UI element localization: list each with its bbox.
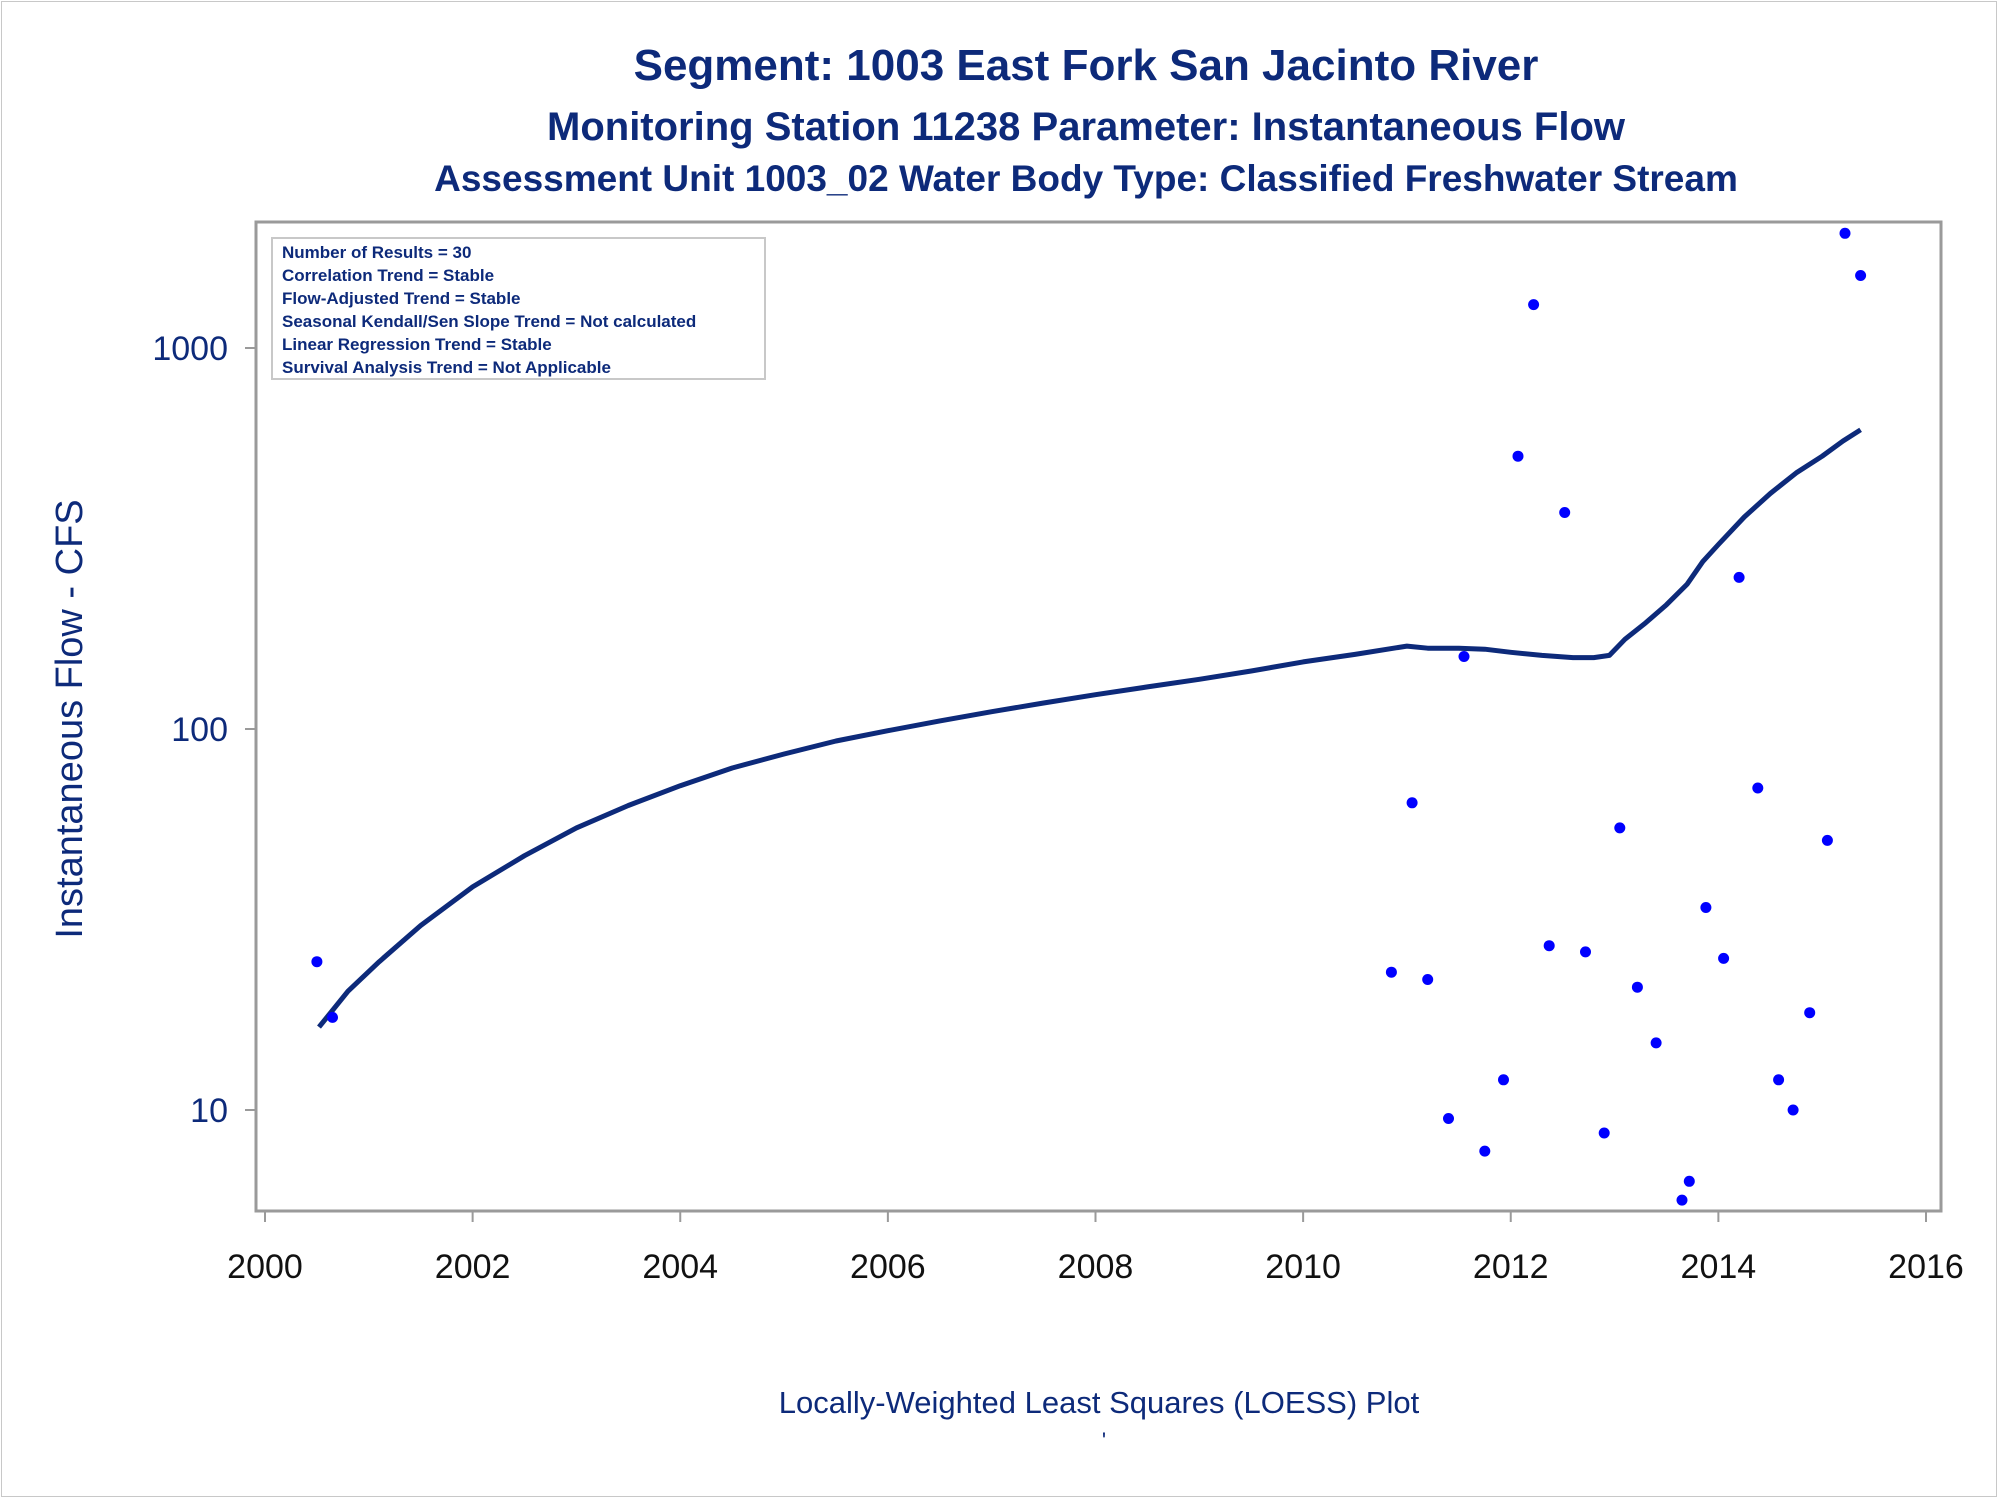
x-tick-label: 2004 — [642, 1248, 718, 1286]
stats-line-results: Number of Results = 30 — [282, 243, 471, 262]
stats-line-seasonal-kendall: Seasonal Kendall/Sen Slope Trend = Not c… — [282, 312, 696, 331]
data-point — [1512, 450, 1524, 462]
data-point — [1614, 822, 1626, 834]
footnote-mark: ' — [1102, 1428, 1106, 1453]
data-point — [1773, 1074, 1785, 1086]
x-tick-label: 2010 — [1265, 1248, 1341, 1286]
data-point — [1598, 1127, 1610, 1139]
stats-line-survival: Survival Analysis Trend = Not Applicable — [282, 358, 611, 377]
stats-line-correlation: Correlation Trend = Stable — [282, 266, 494, 285]
chart-title-line1: Segment: 1003 East Fork San Jacinto Rive… — [634, 41, 1539, 90]
x-tick-label: 2012 — [1473, 1248, 1549, 1286]
y-axis: 10 100 1000 — [152, 330, 256, 1130]
data-point — [1752, 782, 1764, 794]
y-tick-label: 100 — [171, 711, 228, 749]
data-point — [1676, 1194, 1688, 1206]
x-tick-label: 2002 — [435, 1248, 511, 1286]
data-point — [1631, 981, 1643, 993]
data-point — [1559, 507, 1571, 518]
data-point — [1443, 1113, 1454, 1124]
data-point — [1422, 974, 1434, 985]
data-point — [311, 956, 323, 968]
data-point — [327, 1011, 338, 1023]
x-tick-label: 2006 — [850, 1248, 926, 1286]
stats-box: Number of Results = 30 Correlation Trend… — [271, 237, 766, 380]
data-point — [1700, 902, 1712, 913]
chart-title-line2: Monitoring Station 11238 Parameter: Inst… — [547, 105, 1626, 149]
x-tick-label: 2014 — [1681, 1248, 1757, 1286]
stats-box-border — [271, 237, 766, 380]
plot-area — [254, 220, 1943, 1213]
data-point — [1839, 227, 1851, 239]
data-point — [1804, 1007, 1816, 1019]
chart-marks — [311, 227, 1867, 1206]
y-axis-label: Instantaneous Flow - CFS — [49, 499, 91, 938]
data-point — [1787, 1104, 1799, 1116]
data-point — [1718, 952, 1730, 964]
x-axis: 2000 2002 2004 2006 2008 2010 2012 2014 2016 — [227, 1211, 1964, 1286]
data-point — [1733, 571, 1745, 583]
data-point — [1498, 1074, 1509, 1086]
data-point — [1821, 834, 1833, 846]
x-tick-label: 2000 — [227, 1248, 303, 1286]
data-point — [1580, 946, 1591, 958]
data-point — [1385, 966, 1397, 978]
data-point — [1650, 1037, 1662, 1049]
data-point — [1406, 797, 1418, 809]
chart-title-line3: Assessment Unit 1003_02 Water Body Type:… — [434, 158, 1738, 199]
data-point — [1855, 270, 1867, 281]
data-point — [1543, 940, 1555, 952]
data-point — [1458, 651, 1470, 662]
footnote: Locally-Weighted Least Squares (LOESS) P… — [779, 1385, 1420, 1420]
data-point — [1683, 1175, 1695, 1187]
y-tick-label: 10 — [190, 1092, 228, 1130]
stats-line-linear-regression: Linear Regression Trend = Stable — [282, 335, 552, 354]
data-point — [1528, 299, 1540, 311]
y-tick-label: 1000 — [152, 330, 228, 368]
x-tick-label: 2016 — [1888, 1248, 1964, 1286]
data-point — [1479, 1145, 1491, 1157]
x-tick-label: 2008 — [1058, 1248, 1134, 1286]
stats-line-flow-adjusted: Flow-Adjusted Trend = Stable — [282, 289, 521, 308]
loess-line — [317, 427, 1862, 1029]
